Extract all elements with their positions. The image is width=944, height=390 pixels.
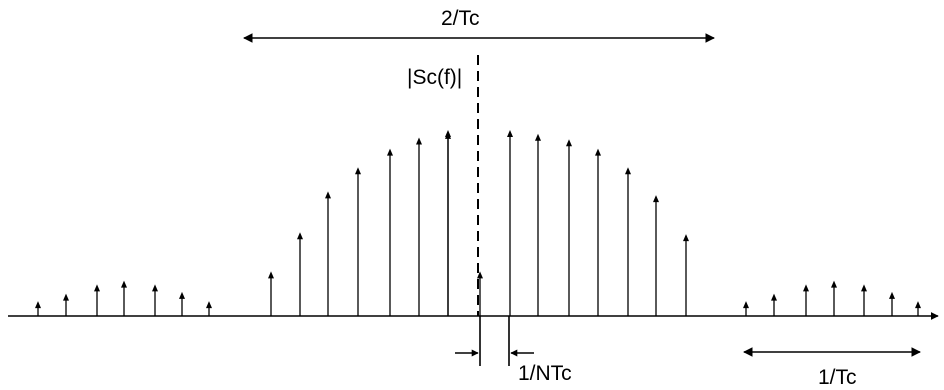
main-lobe-line [625,167,631,316]
main-lobe-line [416,137,422,316]
right-sidelobe-line [889,291,895,316]
right-sidelobe-line [803,284,809,316]
main-lobe-line [595,148,601,316]
right-sidelobe-line [743,301,749,316]
main-lobe-line [683,234,689,316]
left-sidelobe-line [35,301,41,316]
main-lobe-line [445,130,451,316]
left-sidelobe-line [152,284,158,316]
right-sidelobe-line [915,301,921,316]
main-lobe-line [535,133,541,316]
main-lobe-line [387,148,393,316]
main-lobe-line [325,191,331,316]
left-sidelobe-line [121,280,127,316]
left-sidelobe-line [94,284,100,316]
main-lobe-width-label: 2/Tc [441,7,480,30]
main-lobe-line [507,130,513,316]
spectral-lines [35,130,921,316]
main-lobe-line [653,195,659,316]
right-sidelobe-line [771,293,777,316]
right-sidelobe-line [861,284,867,316]
main-lobe-line [297,232,303,316]
right-sidelobe-line [831,280,837,316]
main-lobe-line [268,271,274,316]
spectrum-magnitude-label: |Sc(f)| [407,66,462,89]
left-sidelobe-line [206,301,212,316]
left-sidelobe-line [63,293,69,316]
sidelobe-width-label: 1/Tc [818,366,857,389]
center-line [477,271,483,316]
main-lobe-line [566,139,572,316]
main-lobe-line [355,167,361,316]
left-sidelobe-line [179,291,185,316]
line-spacing-label: 1/NTc [518,362,572,385]
